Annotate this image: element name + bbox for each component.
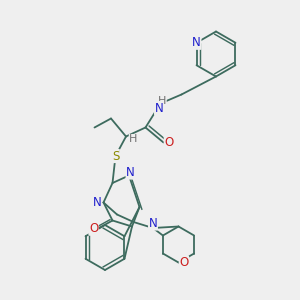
Text: N: N	[192, 36, 201, 49]
Text: N: N	[126, 166, 135, 179]
Text: O: O	[164, 136, 173, 149]
Text: O: O	[89, 221, 98, 235]
Text: O: O	[179, 256, 188, 269]
Text: N: N	[154, 101, 164, 115]
Text: N: N	[148, 217, 158, 230]
Text: H: H	[129, 134, 138, 145]
Text: H: H	[158, 95, 166, 106]
Text: N: N	[92, 196, 101, 209]
Text: S: S	[112, 149, 119, 163]
